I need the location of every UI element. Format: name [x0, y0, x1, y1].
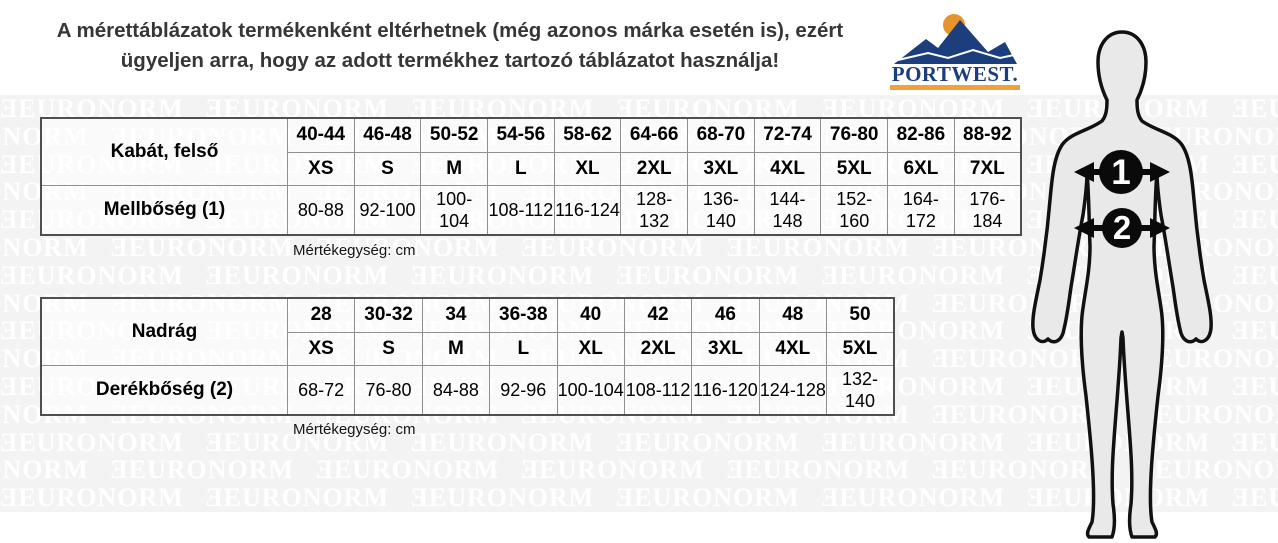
size-letter-cell: 4XL	[758, 331, 828, 366]
body-silhouette	[1031, 30, 1213, 539]
measurement-value-cell: 176-184	[953, 184, 1022, 236]
size-letter-cell: 2XL	[623, 331, 693, 366]
watermark-row: ƎEURONORM ƎEURONORM ƎEURONORM ƎEURONORM …	[0, 483, 1278, 512]
measurement-value-cell: 100-104	[420, 184, 489, 236]
size-letter-cell: XS	[286, 331, 356, 366]
size-number-cell: 42	[623, 297, 693, 333]
measurement-value-cell: 92-100	[353, 184, 422, 236]
trousers-size-table: Nadrág 28 30-32 34 36-38 40 42 46 48 50 XS S M L XL 2…	[40, 297, 895, 416]
size-number-cell: 28	[286, 297, 356, 333]
measurement-value-cell: 116-120	[691, 364, 760, 416]
logo-mountain-ridge-icon	[897, 48, 1015, 61]
size-number-cell: 40-44	[287, 117, 355, 153]
measurement-value-cell: 144-148	[753, 184, 822, 236]
measurement-value-cell: 164-172	[887, 184, 955, 236]
size-number-cell: 58-62	[553, 117, 622, 153]
size-number-cell: 50	[826, 297, 895, 333]
size-number-cell: 72-74	[753, 117, 822, 153]
logo-wordmark: PORTWEST.	[892, 62, 1018, 86]
disclaimer-text: A mérettáblázatok termékenként eltérhetn…	[25, 16, 875, 76]
size-number-cell: 54-56	[487, 117, 555, 153]
size-number-cell: 30-32	[354, 297, 423, 333]
size-number-cell: 68-70	[687, 117, 755, 153]
jacket-size-table: Kabát, felső 40-44 46-48 50-52 54-56 58-62 64…	[40, 117, 1022, 236]
size-letter-cell: L	[487, 151, 555, 186]
size-number-cell: 82-86	[887, 117, 955, 153]
measurement-value-cell: 80-88	[287, 184, 355, 236]
measurement-value-cell: 100-104	[556, 364, 625, 416]
disclaimer-line-1: A mérettáblázatok termékenként eltérhetn…	[56, 19, 844, 42]
table-row-header: Kabát, felső	[40, 117, 288, 186]
waist-marker-number: 2	[1113, 209, 1131, 246]
size-letter-cell: XS	[287, 151, 355, 186]
disclaimer-line-2: ügyeljen arra, hogy az adott termékhez t…	[120, 49, 780, 72]
measurement-value-cell: 92-96	[489, 364, 558, 416]
measurement-value-cell: 116-124	[553, 184, 622, 236]
unit-note: Mértékegység: cm	[293, 421, 416, 438]
chest-marker-number: 1	[1111, 153, 1130, 192]
size-number-cell: 46	[691, 297, 760, 333]
measurement-label: Mellbőség (1)	[40, 184, 288, 236]
measurement-value-cell: 132-140	[826, 364, 895, 416]
size-number-cell: 46-48	[353, 117, 422, 153]
size-number-cell: 36-38	[489, 297, 558, 333]
measurement-value-cell: 128-132	[620, 184, 689, 236]
measurement-value-cell: 68-72	[286, 364, 356, 416]
size-letter-cell: S	[354, 331, 423, 366]
size-letter-cell: 6XL	[887, 151, 955, 186]
measurement-value-cell: 84-88	[421, 364, 491, 416]
body-silhouette-figure: 1 2	[1031, 30, 1213, 539]
size-letter-cell: 3XL	[687, 151, 755, 186]
size-letter-cell: S	[353, 151, 422, 186]
size-number-cell: 40	[556, 297, 625, 333]
size-number-cell: 48	[758, 297, 828, 333]
size-number-cell: 50-52	[420, 117, 489, 153]
unit-note: Mértékegység: cm	[293, 242, 416, 259]
logo-underline	[890, 85, 1020, 90]
size-letter-cell: M	[420, 151, 489, 186]
waist-marker: 2	[1102, 208, 1142, 248]
measurement-value-cell: 108-112	[487, 184, 555, 236]
measurement-value-cell: 136-140	[687, 184, 755, 236]
chest-marker: 1	[1099, 150, 1143, 194]
size-number-cell: 34	[421, 297, 491, 333]
watermark-row: ƎEURONORM ƎEURONORM ƎEURONORM ƎEURONORM …	[0, 427, 1278, 457]
portwest-logo: PORTWEST.	[890, 14, 1020, 90]
measurement-value-cell: 76-80	[354, 364, 423, 416]
measurement-value-cell: 152-160	[820, 184, 889, 236]
size-letter-cell: 3XL	[691, 331, 760, 366]
size-letter-cell: M	[421, 331, 491, 366]
size-letter-cell: 5XL	[826, 331, 895, 366]
size-letter-cell: 7XL	[953, 151, 1022, 186]
size-letter-cell: XL	[556, 331, 625, 366]
size-number-cell: 76-80	[820, 117, 889, 153]
measurement-value-cell: 108-112	[623, 364, 693, 416]
size-letter-cell: XL	[553, 151, 622, 186]
watermark-row: ƎEURONORM ƎEURONORM ƎEURONORM ƎEURONORM …	[0, 455, 1278, 485]
size-number-cell: 88-92	[953, 117, 1022, 153]
measurement-label: Derékbőség (2)	[40, 364, 288, 416]
size-letter-cell: 2XL	[620, 151, 689, 186]
size-number-cell: 64-66	[620, 117, 689, 153]
size-letter-cell: 4XL	[753, 151, 822, 186]
size-letter-cell: 5XL	[820, 151, 889, 186]
size-letter-cell: L	[489, 331, 558, 366]
table-row-header: Nadrág	[40, 297, 288, 366]
measurement-value-cell: 124-128	[758, 364, 828, 416]
